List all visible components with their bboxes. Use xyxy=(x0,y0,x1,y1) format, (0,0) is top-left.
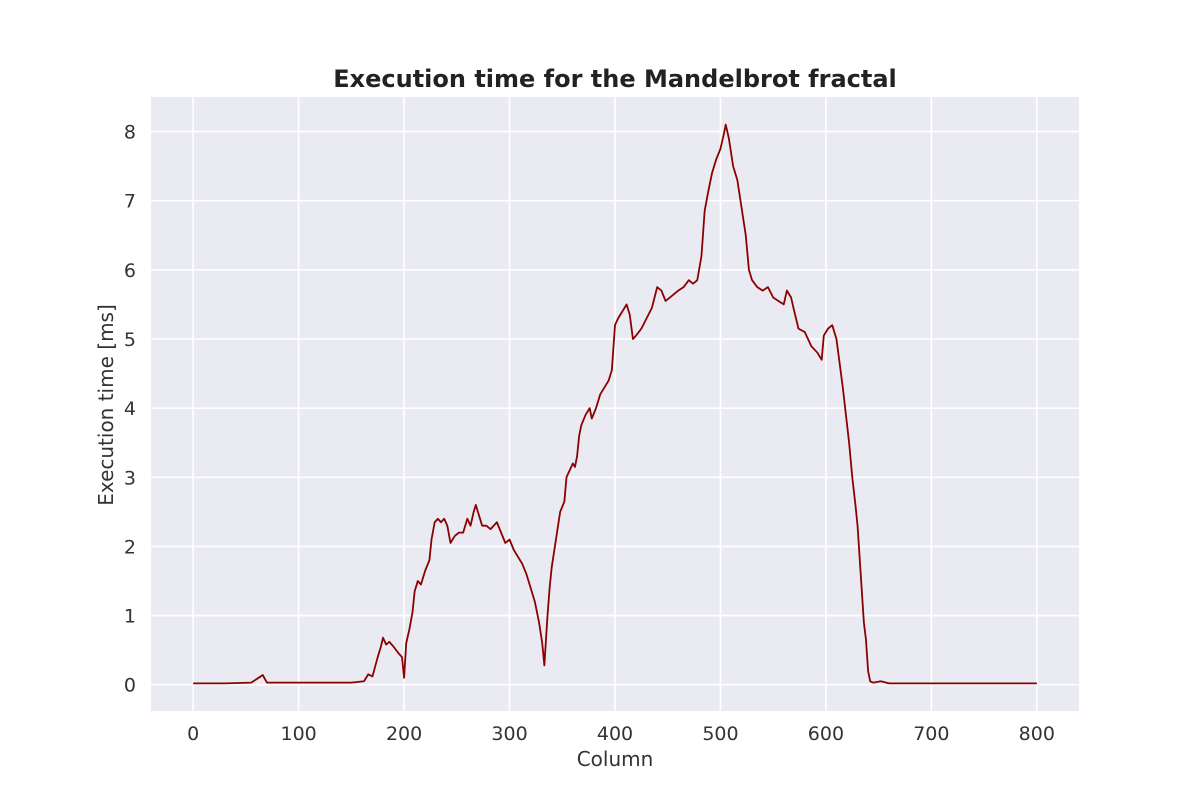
x-tick-label: 300 xyxy=(491,723,527,745)
x-axis-label: Column xyxy=(577,747,654,771)
x-tick-label: 0 xyxy=(187,723,199,745)
x-tick-label: 700 xyxy=(913,723,949,745)
x-axis-ticks: 0 100 200 300 400 500 600 700 800 xyxy=(187,723,1055,745)
x-tick-label: 500 xyxy=(702,723,738,745)
y-axis-label: Execution time [ms] xyxy=(94,304,118,506)
y-tick-label: 7 xyxy=(124,191,136,213)
x-tick-label: 600 xyxy=(808,723,844,745)
x-tick-label: 400 xyxy=(597,723,633,745)
y-tick-label: 0 xyxy=(124,675,136,697)
y-tick-label: 1 xyxy=(124,606,136,628)
y-tick-label: 8 xyxy=(124,122,136,144)
y-tick-label: 5 xyxy=(124,329,136,351)
x-tick-label: 800 xyxy=(1019,723,1055,745)
x-tick-label: 200 xyxy=(386,723,422,745)
grid-lines xyxy=(151,97,1079,711)
series-line-0 xyxy=(193,123,1037,685)
y-tick-label: 2 xyxy=(124,536,136,558)
chart-title: Execution time for the Mandelbrot fracta… xyxy=(333,65,897,93)
y-tick-label: 6 xyxy=(124,260,136,282)
x-tick-label: 100 xyxy=(281,723,317,745)
y-axis-ticks: 0 1 2 3 4 5 6 7 8 xyxy=(124,122,136,697)
y-tick-label: 4 xyxy=(124,398,136,420)
series-layer xyxy=(193,123,1037,685)
y-tick-label: 3 xyxy=(124,467,136,489)
